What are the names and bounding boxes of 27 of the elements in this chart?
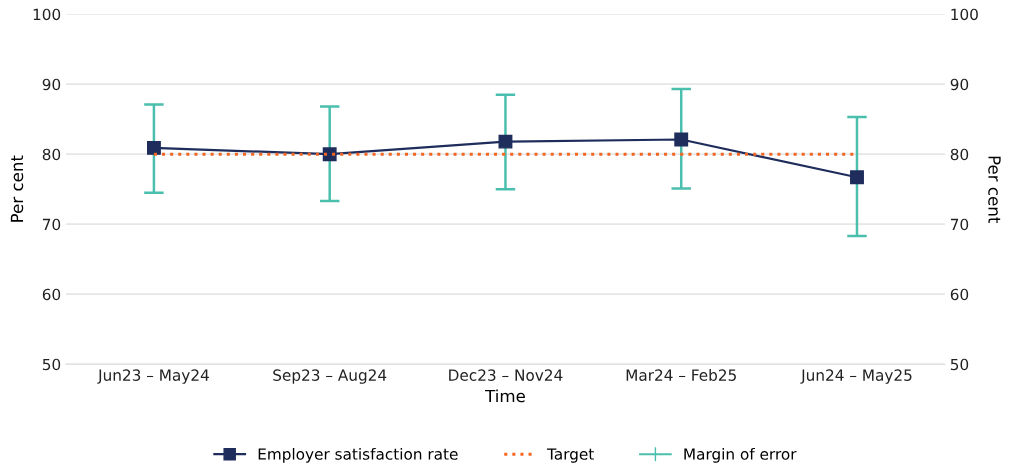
legend-label: Target (546, 448, 594, 463)
y-tick-label: 50 (42, 358, 61, 371)
x-tick-label: Jun24 – May25 (800, 369, 912, 384)
y2-tick-label: 100 (951, 8, 978, 21)
y2-tick-label: 80 (950, 148, 969, 161)
point (498, 134, 513, 149)
y2-tick-label: 70 (950, 218, 969, 231)
x-axis-title: Time (485, 389, 525, 403)
y-tick-label: 100 (33, 8, 61, 21)
y2-axis-title: Per cent (988, 156, 1001, 223)
y-tick-label: 80 (42, 148, 61, 161)
point (674, 132, 689, 147)
y-tick-label: 90 (42, 78, 61, 91)
text: Margin of error (684, 447, 797, 463)
y-tick-label: 70 (42, 218, 61, 231)
x-tick-label: Jun23 – May24 (97, 369, 209, 384)
x-tick-label: Sep23 – Aug24 (273, 369, 387, 384)
point (146, 140, 161, 155)
x-tick-label: Mar24 – Feb25 (626, 369, 736, 381)
x-tick-label: Dec23 – Nov24 (449, 369, 563, 381)
point (850, 170, 864, 185)
y-axis-title: Per cent (10, 155, 24, 222)
legend-label: Employer satisfaction rate (258, 447, 458, 463)
y2-tick-label: 60 (950, 288, 969, 301)
y2-tick-label: 90 (950, 78, 969, 91)
y2-tick-label: 50 (950, 358, 969, 371)
y-tick-label: 60 (42, 288, 61, 301)
